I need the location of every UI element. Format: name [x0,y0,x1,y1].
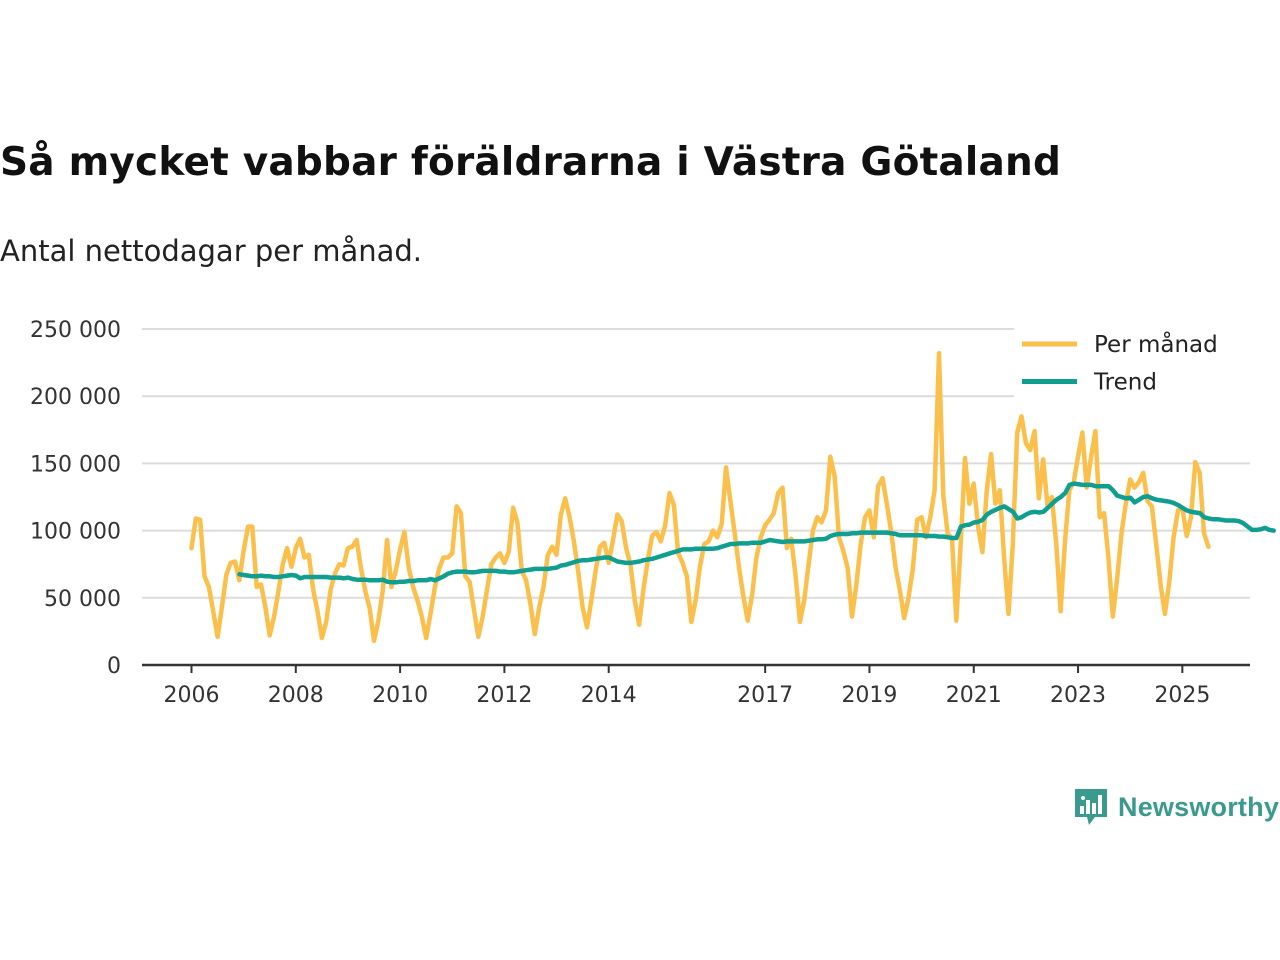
y-tick-label: 150 000 [30,452,121,477]
bar-chart-speech-bubble-icon [1075,789,1107,825]
x-axis: 2006 2008 2010 2012 2014 2017 2019 2021 2023 2025 [142,663,1250,708]
series-lines [189,350,1276,644]
x-tick-label: 2014 [581,683,637,708]
y-tick-label: 200 000 [30,385,121,410]
x-tick-label: 2006 [164,683,220,708]
series-line-per-month [189,350,1211,644]
x-tick-label: 2025 [1154,683,1210,708]
x-tick-label: 2019 [841,683,897,708]
legend-background [1014,326,1250,398]
x-tick-label: 2017 [737,683,793,708]
x-tick-label: 2010 [372,683,428,708]
x-tick-label: 2023 [1050,683,1106,708]
y-axis-ticks: 0 50 000 100 000 150 000 200 000 250 000 [30,318,121,679]
x-tick-label: 2021 [946,683,1002,708]
chart-subtitle: Antal nettodagar per månad. [0,234,423,268]
chart-title: Så mycket vabbar föräldrarna i Västra Gö… [0,140,1062,185]
newsworthy-logo[interactable]: Newsworthy [1072,786,1279,828]
logo-text: Newsworthy [1118,791,1280,822]
y-tick-label: 100 000 [30,520,121,545]
legend-label-trend[interactable]: Trend [1093,370,1157,396]
series-line-trend [237,481,1276,585]
y-tick-label: 50 000 [44,587,121,612]
x-tick-label: 2008 [268,683,324,708]
y-tick-label: 250 000 [30,318,121,343]
x-tick-label: 2012 [476,683,532,708]
legend-label-per-month[interactable]: Per månad [1094,330,1218,358]
legend[interactable]: Per månad Trend [1014,326,1250,398]
y-tick-label: 0 [107,654,121,679]
